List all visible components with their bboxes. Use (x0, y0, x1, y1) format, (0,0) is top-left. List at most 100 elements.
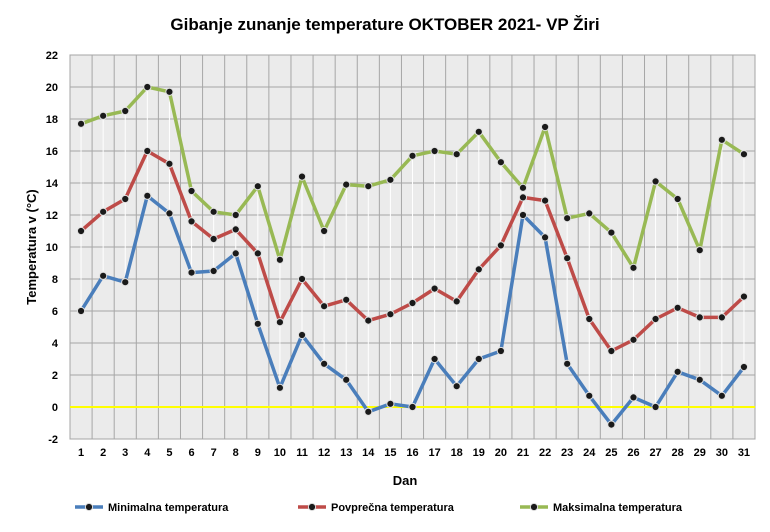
data-point (253, 249, 262, 258)
data-point (518, 210, 528, 220)
data-point (386, 399, 395, 408)
x-tick-label: 20 (495, 447, 507, 459)
data-point (320, 302, 329, 311)
data-point (320, 359, 329, 368)
data-point (651, 402, 660, 412)
x-tick-label: 16 (406, 447, 418, 459)
data-point (209, 234, 218, 244)
data-point (695, 313, 704, 322)
data-point (474, 265, 483, 274)
data-point (607, 420, 616, 429)
y-axis-ticks: -2 0 2 4 6 8 10 12 14 16 18 20 22 (46, 50, 59, 446)
legend: Minimalna temperatura Povprečna temperatu… (75, 502, 683, 514)
data-point (408, 402, 417, 412)
data-point (76, 306, 86, 316)
y-tick-label: 12 (46, 210, 58, 222)
y-tick-label: 6 (52, 306, 58, 318)
data-point (275, 383, 285, 392)
x-tick-label: 3 (122, 447, 128, 459)
y-tick-label: 0 (52, 402, 58, 414)
data-point (165, 159, 174, 168)
data-point (165, 209, 174, 218)
x-tick-label: 13 (340, 447, 352, 459)
x-tick-label: 22 (539, 447, 551, 459)
data-point (121, 278, 130, 287)
x-tick-label: 27 (649, 447, 661, 459)
y-tick-label: 22 (46, 50, 58, 62)
data-point (342, 180, 351, 189)
data-point (143, 82, 152, 92)
y-tick-label: 10 (46, 242, 58, 254)
data-point (275, 255, 285, 264)
data-point (695, 246, 704, 255)
y-tick-label: 8 (52, 274, 58, 286)
x-tick-label: 7 (211, 447, 217, 459)
data-point (187, 217, 196, 226)
x-tick-label: 23 (561, 447, 573, 459)
data-point (209, 266, 218, 276)
data-point (408, 151, 417, 160)
data-point (585, 209, 594, 218)
x-tick-label: 21 (517, 447, 529, 459)
y-axis-title: Temperatura v (°C) (24, 189, 39, 304)
x-tick-label: 8 (233, 447, 239, 459)
x-tick-label: 17 (428, 447, 440, 459)
data-point (474, 354, 483, 364)
x-tick-label: 26 (627, 447, 639, 459)
data-point (430, 284, 439, 293)
data-point (585, 391, 594, 400)
data-point (496, 158, 505, 167)
legend-label: Maksimalna temperatura (553, 502, 683, 514)
x-tick-label: 24 (583, 447, 596, 459)
data-point (585, 314, 594, 324)
data-point (717, 135, 726, 144)
chart-title: Gibanje zunanje temperature OKTOBER 2021… (170, 15, 599, 34)
data-point (518, 183, 528, 192)
y-tick-label: 18 (46, 114, 58, 126)
data-point (320, 226, 329, 236)
x-tick-label: 29 (694, 447, 706, 459)
data-point (651, 177, 660, 186)
data-point (430, 146, 439, 156)
x-tick-label: 18 (451, 447, 463, 459)
x-tick-label: 12 (318, 447, 330, 459)
legend-label: Minimalna temperatura (108, 502, 229, 514)
data-point (739, 362, 749, 372)
data-point (253, 319, 262, 328)
x-tick-label: 28 (672, 447, 684, 459)
data-point (342, 295, 351, 304)
data-point (209, 207, 218, 216)
y-tick-label: 4 (52, 338, 59, 350)
data-point (717, 391, 726, 400)
series-3 (76, 82, 749, 272)
data-point (187, 186, 196, 196)
x-tick-label: 2 (100, 447, 106, 459)
data-point (629, 263, 638, 272)
data-point (651, 314, 660, 324)
data-point (386, 310, 395, 319)
x-tick-label: 11 (296, 447, 308, 459)
data-point (364, 316, 373, 325)
data-point (76, 119, 86, 128)
x-tick-label: 9 (255, 447, 261, 459)
data-point (739, 150, 749, 159)
data-point (143, 146, 152, 156)
data-point (99, 207, 108, 216)
legend-marker (529, 502, 539, 512)
data-point (99, 111, 108, 120)
legend-marker (84, 502, 94, 512)
data-point (76, 226, 86, 236)
x-tick-label: 6 (188, 447, 194, 459)
x-tick-label: 1 (78, 447, 84, 459)
data-point (430, 354, 439, 364)
x-tick-label: 19 (473, 447, 485, 459)
data-point (364, 182, 373, 191)
data-point (121, 194, 130, 204)
legend-item: Minimalna temperatura (75, 502, 229, 514)
data-point (518, 193, 528, 202)
series-2 (76, 146, 749, 356)
data-point (231, 249, 240, 258)
x-tick-label: 15 (384, 447, 396, 459)
x-tick-label: 30 (716, 447, 728, 459)
x-axis-title: Dan (393, 473, 418, 488)
